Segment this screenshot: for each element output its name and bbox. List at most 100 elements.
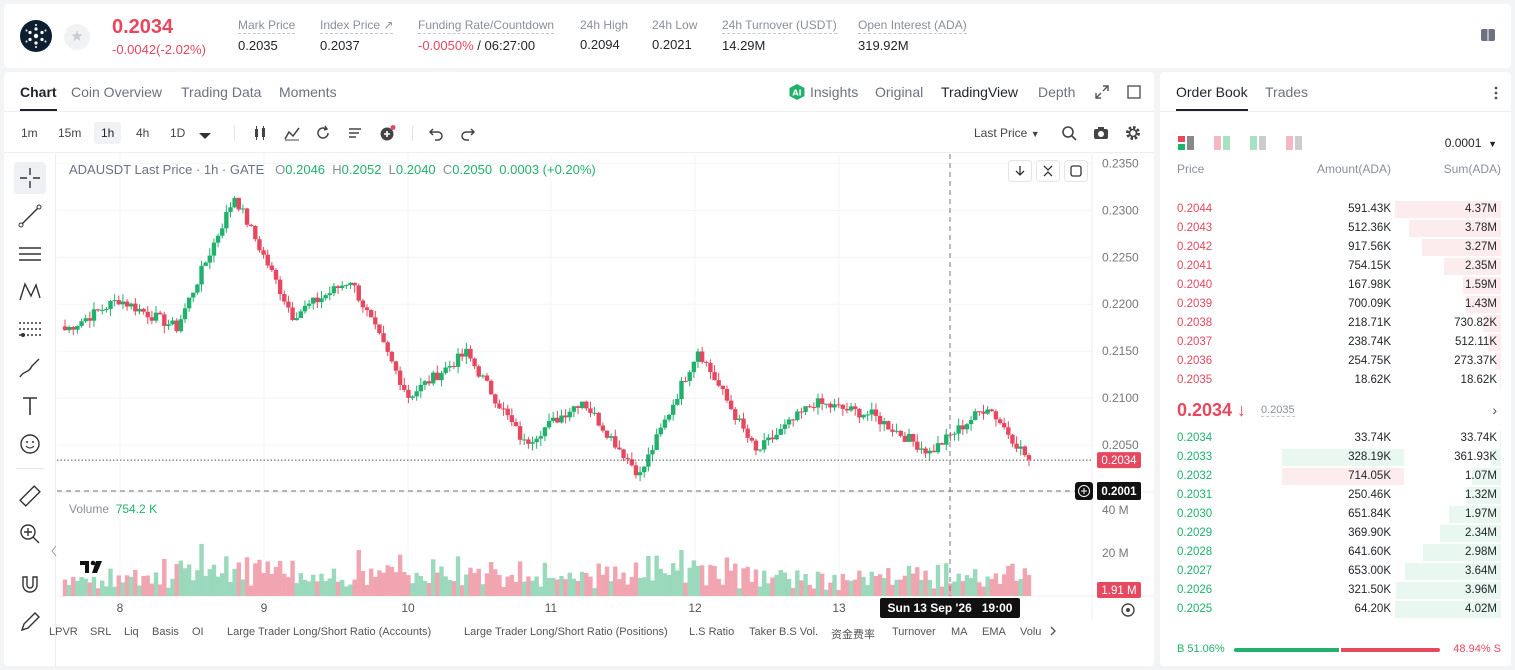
tab-tradingview[interactable]: TradingView	[941, 84, 1019, 100]
bid-row[interactable]: 0.2033 328.19K 361.93K	[1160, 448, 1511, 467]
fullscreen-button[interactable]	[1064, 160, 1088, 182]
undo-icon[interactable]	[427, 124, 445, 142]
book-icon[interactable]	[1479, 26, 1497, 44]
ask-row[interactable]: 0.2044 591.43K 4.37M	[1160, 200, 1511, 219]
chevron-right-icon[interactable]: ›	[1492, 402, 1497, 418]
indicator-funding-rate[interactable]: 资金费率	[831, 629, 875, 641]
chevron-right-icon[interactable]	[1048, 625, 1058, 637]
indicators-icon[interactable]	[283, 124, 301, 142]
layout-bids-icon[interactable]	[1249, 135, 1267, 151]
brush-tool[interactable]	[14, 352, 46, 384]
fib-tool[interactable]	[14, 314, 46, 346]
indicator-lpvr[interactable]: LPVR	[49, 626, 78, 638]
tab-coin-overview[interactable]: Coin Overview	[71, 84, 163, 100]
indicator-volume[interactable]: Volu	[1020, 626, 1042, 638]
chevron-down-icon[interactable]	[196, 127, 214, 145]
indicator-turnover[interactable]: Turnover	[892, 626, 936, 638]
tab-trading-data[interactable]: Trading Data	[181, 84, 262, 100]
pen-tool[interactable]	[14, 606, 46, 638]
magnet-tool[interactable]	[14, 568, 46, 600]
tab-original[interactable]: Original	[875, 84, 924, 100]
bid-row[interactable]: 0.2026 321.50K 3.96M	[1160, 581, 1511, 600]
precision-select[interactable]: 0.0001 ▼	[1444, 136, 1497, 150]
indicator-ls-ratio[interactable]: L.S Ratio	[689, 626, 735, 638]
candle-body	[100, 309, 105, 311]
emoji-tool[interactable]	[14, 428, 46, 460]
favorite-star-icon[interactable]: ★	[64, 24, 90, 50]
timeframe-1h[interactable]: 1h	[94, 122, 122, 144]
indicator-liq[interactable]: Liq	[124, 626, 139, 638]
candles-icon[interactable]	[252, 124, 270, 142]
candle-body	[675, 398, 680, 405]
layout-split-icon[interactable]	[1213, 135, 1231, 151]
horizontal-lines-tool[interactable]	[14, 238, 46, 270]
trend-line-tool[interactable]	[14, 200, 46, 232]
price-chart[interactable]: 0.2350 0.2300 0.2250 0.2200 0.2150 0.2100 0.20…	[57, 154, 1154, 620]
timeframe-1d[interactable]: 1D	[170, 126, 186, 140]
ask-row[interactable]: 0.2039 700.09K 1.43M	[1160, 295, 1511, 314]
indicator-ltlsr-positions[interactable]: Large Trader Long/Short Ratio (Positions…	[464, 626, 668, 638]
ask-row[interactable]: 0.2038 218.71K 730.82K	[1160, 314, 1511, 333]
ask-row[interactable]: 0.2042 917.56K 3.27M	[1160, 238, 1511, 257]
volume-bar	[344, 586, 349, 596]
bid-row[interactable]: 0.2030 651.84K 1.97M	[1160, 505, 1511, 524]
crosshair-tool[interactable]	[14, 162, 46, 194]
window-icon[interactable]	[1126, 84, 1142, 100]
bid-row[interactable]: 0.2025 64.20K 4.02M	[1160, 600, 1511, 619]
search-icon[interactable]	[1060, 124, 1078, 142]
indicator-srl[interactable]: SRL	[90, 626, 112, 638]
bid-row[interactable]: 0.2029 369.90K 2.34M	[1160, 524, 1511, 543]
ask-row[interactable]: 0.2043 512.36K 3.78M	[1160, 219, 1511, 238]
zoom-tool[interactable]	[14, 518, 46, 550]
ask-row[interactable]: 0.2037 238.74K 512.11K	[1160, 333, 1511, 352]
timeframe-1m[interactable]: 1m	[21, 126, 38, 140]
stat-index-price[interactable]: Index Price ↗ 0.2037	[320, 18, 394, 53]
text-tool[interactable]	[14, 390, 46, 422]
candle-body	[625, 458, 630, 460]
layout-both-icon[interactable]	[1177, 135, 1195, 151]
timeframe-15m[interactable]: 15m	[58, 126, 82, 140]
redo-icon[interactable]	[459, 124, 477, 142]
expand-icon[interactable]	[1094, 84, 1110, 100]
indicator-ema[interactable]: EMA	[982, 626, 1006, 638]
collapse-arrow-icon[interactable]	[50, 544, 58, 558]
bid-row[interactable]: 0.2027 653.00K 3.64M	[1160, 562, 1511, 581]
bid-row[interactable]: 0.2028 641.60K 2.98M	[1160, 543, 1511, 562]
tab-depth[interactable]: Depth	[1038, 84, 1076, 100]
ask-row[interactable]: 0.2041 754.15K 2.35M	[1160, 257, 1511, 276]
volume-bar	[1014, 580, 1019, 596]
tab-moments[interactable]: Moments	[279, 84, 337, 100]
templates-icon[interactable]	[346, 124, 364, 142]
candle-body	[873, 409, 879, 416]
indicator-ltlsr-accounts[interactable]: Large Trader Long/Short Ratio (Accounts)	[227, 626, 432, 638]
timeframe-4h[interactable]: 4h	[136, 126, 150, 140]
volume-bar	[149, 583, 155, 596]
layout-asks-icon[interactable]	[1285, 135, 1303, 151]
add-indicator-icon[interactable]	[378, 124, 396, 142]
bid-row[interactable]: 0.2034 33.74K 33.74K	[1160, 429, 1511, 448]
bid-row[interactable]: 0.2031 250.46K 1.32M	[1160, 486, 1511, 505]
refresh-icon[interactable]	[314, 124, 332, 142]
tab-trades[interactable]: Trades	[1265, 84, 1309, 100]
camera-icon[interactable]	[1092, 124, 1110, 142]
ruler-tool[interactable]	[14, 480, 46, 512]
ask-row[interactable]: 0.2035 18.62K 18.62K	[1160, 371, 1511, 390]
tab-chart[interactable]: Chart	[20, 84, 57, 111]
bid-amount: 653.00K	[1348, 565, 1391, 577]
ask-row[interactable]: 0.2036 254.75K 273.37K	[1160, 352, 1511, 371]
indicator-ma[interactable]: MA	[951, 626, 968, 638]
pattern-tool[interactable]	[14, 276, 46, 308]
indicator-oi[interactable]: OI	[192, 626, 204, 638]
gear-icon[interactable]	[1124, 124, 1142, 142]
indicator-taker-bs-vol[interactable]: Taker B.S Vol.	[749, 626, 819, 638]
candle-body	[397, 370, 403, 385]
indicator-basis[interactable]: Basis	[152, 626, 179, 638]
ask-row[interactable]: 0.2040 167.98K 1.59M	[1160, 276, 1511, 295]
tab-insights[interactable]: Insights	[810, 84, 859, 100]
more-vertical-icon[interactable]	[1493, 85, 1499, 101]
tab-order-book[interactable]: Order Book	[1176, 84, 1248, 111]
collapse-button[interactable]	[1036, 160, 1060, 182]
scroll-to-latest-button[interactable]	[1008, 160, 1032, 182]
price-source-select[interactable]: Last Price ▼	[974, 126, 1040, 140]
bid-row[interactable]: 0.2032 714.05K 1.07M	[1160, 467, 1511, 486]
